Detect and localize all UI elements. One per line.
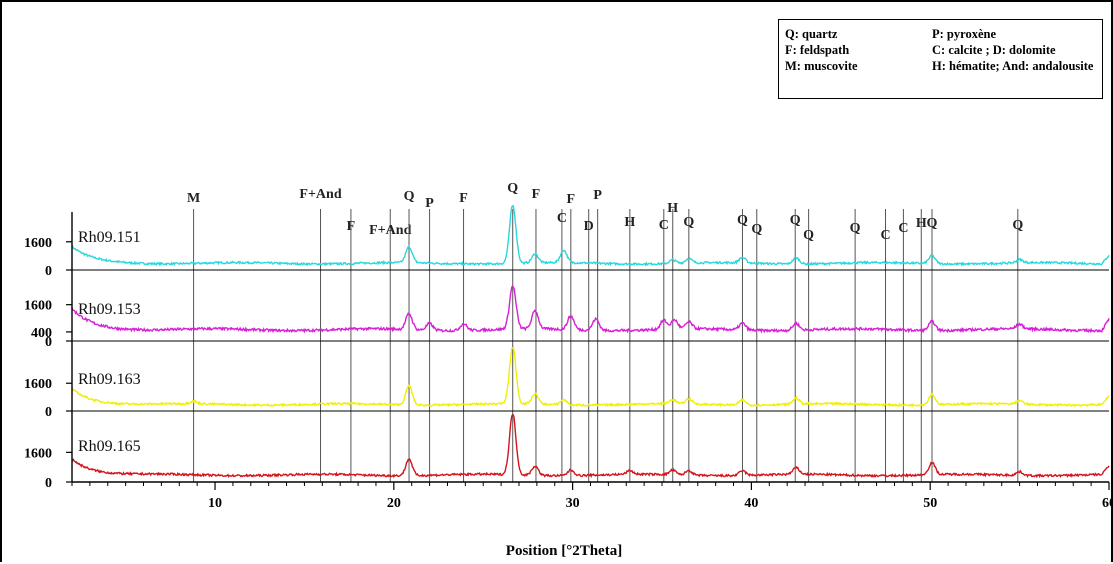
x-tick-label: 30: [566, 496, 580, 511]
legend-entry-hematite-andalousite: H: hématite; And: andalousite: [932, 59, 1094, 73]
legend-entry-feldspath: F: feldspath: [785, 43, 850, 57]
y-tick-label: 400: [31, 326, 52, 341]
x-tick-label: 40: [744, 496, 758, 511]
pattern-line: [71, 347, 1110, 408]
y-tick-label: 1600: [24, 446, 52, 461]
series-label: Rh09.151: [78, 229, 141, 246]
legend-entry-quartz: Q: quartz: [785, 27, 838, 41]
y-tick-label: 0: [45, 405, 52, 420]
y-tick-label: 0: [45, 476, 52, 491]
y-tick-label: 1600: [24, 299, 52, 314]
reference-line-label: Q: [404, 189, 415, 204]
reference-line-label: Q: [751, 222, 762, 237]
y-tick-label: 1600: [24, 377, 52, 392]
pattern-line: [71, 414, 1110, 479]
mineral-legend: Q: quartz P: pyroxène F: feldspath C: ca…: [778, 19, 1103, 99]
reference-line-label: P: [425, 196, 434, 211]
reference-line-label: F: [532, 187, 541, 202]
reference-line-label: F+And: [369, 223, 411, 238]
reference-line-label: Q: [803, 228, 814, 243]
y-tick-label: 1600: [24, 236, 52, 251]
pattern-line: [71, 205, 1110, 267]
reference-line-label: C: [557, 211, 567, 226]
reference-line-label: Q: [850, 221, 861, 236]
reference-line-label: Q: [737, 213, 748, 228]
legend-row: F: feldspath C: calcite ; D: dolomite: [785, 43, 1102, 59]
x-tick-label: 50: [923, 496, 937, 511]
reference-line-label: F: [567, 192, 576, 207]
reference-line-label: M: [187, 191, 200, 206]
reference-line-label: P: [593, 188, 602, 203]
reference-line-label: C: [659, 218, 669, 233]
x-tick-label: 20: [387, 496, 401, 511]
reference-line-label: C: [898, 221, 908, 236]
legend-row: M: muscovite H: hématite; And: andalousi…: [785, 59, 1102, 75]
legend-row: Q: quartz P: pyroxène: [785, 27, 1102, 43]
x-tick-label: 60: [1102, 496, 1113, 511]
reference-line-label: F: [347, 219, 356, 234]
reference-line-label: Q: [927, 216, 938, 231]
reference-line-label: Q: [1012, 218, 1023, 233]
reference-line-label: C: [880, 228, 890, 243]
series-label: Rh09.153: [78, 301, 141, 318]
reference-line-label: Q: [683, 215, 694, 230]
reference-line-label: D: [584, 219, 594, 234]
y-tick-label: 0: [45, 335, 52, 350]
legend-entry-calcite-dolomite: C: calcite ; D: dolomite: [932, 43, 1056, 57]
reference-line-label: H: [667, 201, 678, 216]
reference-line-label: Q: [790, 213, 801, 228]
legend-entry-pyroxene: P: pyroxène: [932, 27, 996, 41]
x-axis-title: Position [°2Theta]: [506, 543, 622, 559]
reference-line-label: Q: [507, 181, 518, 196]
reference-line-label: F+And: [299, 187, 341, 202]
legend-entry-muscovite: M: muscovite: [785, 59, 858, 73]
pattern-line: [71, 284, 1110, 334]
reference-line-label: H: [916, 216, 927, 231]
x-tick-label: 10: [208, 496, 222, 511]
reference-line-label: F: [459, 191, 468, 206]
series-label: Rh09.165: [78, 438, 141, 455]
series-label: Rh09.163: [78, 371, 141, 388]
y-tick-label: 0: [45, 264, 52, 279]
reference-line-label: H: [624, 215, 635, 230]
